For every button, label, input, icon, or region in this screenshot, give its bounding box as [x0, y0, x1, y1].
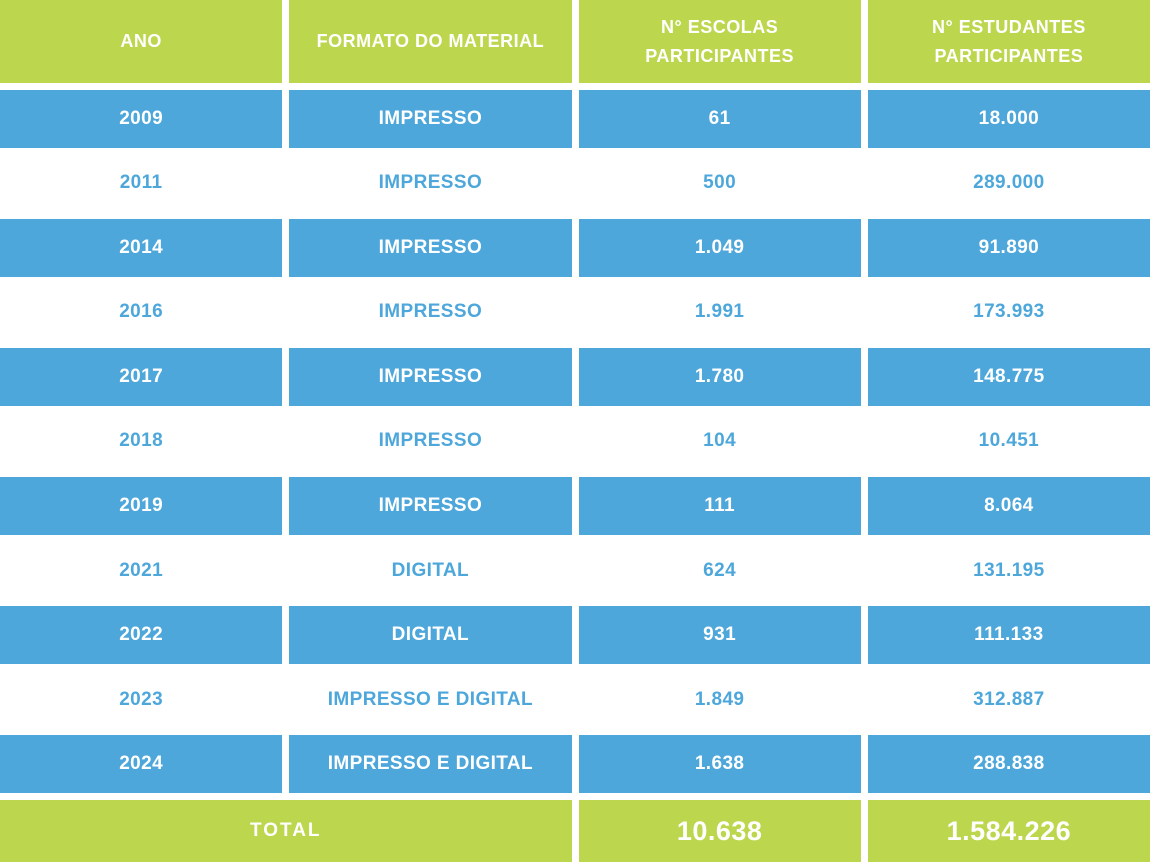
- header-cell-escolas: N° ESCOLAS PARTICIPANTES: [578, 0, 861, 83]
- header-cell-ano: ANO: [0, 0, 283, 83]
- header-cell-estudantes: N° ESTUDANTES PARTICIPANTES: [867, 0, 1150, 83]
- cell-estudantes: 173.993: [867, 283, 1150, 342]
- cell-escolas: 1.991: [578, 283, 861, 342]
- cell-formato: IMPRESSO: [289, 90, 572, 148]
- cell-formato: DIGITAL: [289, 541, 572, 600]
- cell-formato: IMPRESSO E DIGITAL: [289, 670, 572, 729]
- cell-formato: IMPRESSO: [289, 283, 572, 342]
- cell-ano: 2024: [0, 735, 283, 793]
- cell-estudantes: 288.838: [867, 735, 1150, 793]
- cell-ano: 2011: [0, 154, 283, 213]
- cell-ano: 2019: [0, 477, 283, 535]
- cell-ano: 2014: [0, 219, 283, 277]
- cell-ano: 2016: [0, 283, 283, 342]
- cell-estudantes: 91.890: [867, 219, 1150, 277]
- cell-ano: 2023: [0, 670, 283, 729]
- cell-estudantes: 111.133: [867, 606, 1150, 664]
- cell-formato: IMPRESSO: [289, 477, 572, 535]
- cell-formato: DIGITAL: [289, 606, 572, 664]
- cell-formato: IMPRESSO: [289, 154, 572, 213]
- total-estudantes-value: 1.584.226: [867, 800, 1150, 862]
- cell-escolas: 61: [578, 90, 861, 148]
- cell-ano: 2009: [0, 90, 283, 148]
- cell-escolas: 1.849: [578, 670, 861, 729]
- cell-estudantes: 289.000: [867, 154, 1150, 213]
- cell-formato: IMPRESSO: [289, 219, 572, 277]
- cell-estudantes: 8.064: [867, 477, 1150, 535]
- total-escolas-value: 10.638: [578, 800, 861, 862]
- cell-estudantes: 148.775: [867, 348, 1150, 406]
- header-cell-formato: FORMATO DO MATERIAL: [289, 0, 572, 83]
- cell-ano: 2018: [0, 412, 283, 471]
- cell-formato: IMPRESSO: [289, 412, 572, 471]
- cell-ano: 2017: [0, 348, 283, 406]
- cell-escolas: 1.780: [578, 348, 861, 406]
- cell-ano: 2021: [0, 541, 283, 600]
- cell-escolas: 624: [578, 541, 861, 600]
- cell-escolas: 111: [578, 477, 861, 535]
- cell-escolas: 1.638: [578, 735, 861, 793]
- cell-formato: IMPRESSO E DIGITAL: [289, 735, 572, 793]
- cell-estudantes: 131.195: [867, 541, 1150, 600]
- total-label: TOTAL: [0, 800, 572, 862]
- cell-formato: IMPRESSO: [289, 348, 572, 406]
- cell-estudantes: 312.887: [867, 670, 1150, 729]
- cell-estudantes: 18.000: [867, 90, 1150, 148]
- cell-ano: 2022: [0, 606, 283, 664]
- cell-escolas: 1.049: [578, 219, 861, 277]
- cell-escolas: 104: [578, 412, 861, 471]
- cell-estudantes: 10.451: [867, 412, 1150, 471]
- cell-escolas: 931: [578, 606, 861, 664]
- cell-escolas: 500: [578, 154, 861, 213]
